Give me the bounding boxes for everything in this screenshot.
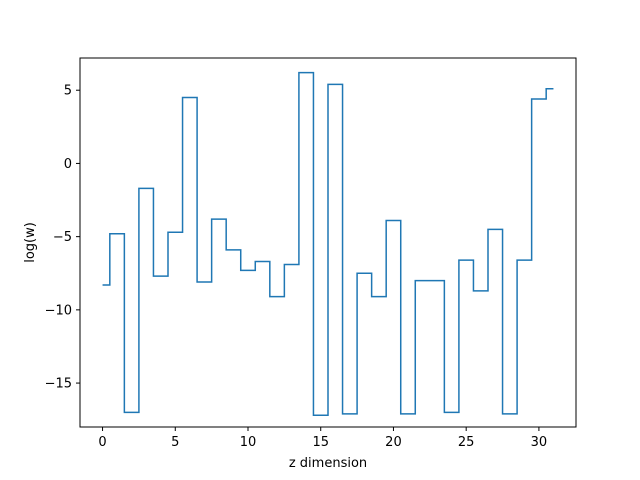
plot-area bbox=[102, 71, 554, 417]
x-tick-label: 5 bbox=[171, 435, 179, 450]
x-tick-label: 0 bbox=[98, 435, 106, 450]
x-axis-label: z dimension bbox=[289, 456, 367, 471]
y-tick-label: 5 bbox=[64, 84, 72, 99]
x-tick-label: 15 bbox=[312, 435, 329, 450]
y-tick-label: −5 bbox=[53, 230, 72, 245]
x-tick-label: 30 bbox=[531, 435, 548, 450]
x-tick-label: 25 bbox=[458, 435, 475, 450]
x-axis-ticks: 0 5 10 15 20 25 30 bbox=[98, 427, 547, 450]
x-tick-label: 10 bbox=[240, 435, 257, 450]
series-line bbox=[102, 71, 554, 417]
y-axis-ticks: −15 −10 −5 0 5 bbox=[45, 84, 80, 392]
y-axis-label: log(w) bbox=[23, 222, 38, 263]
y-tick-label: −10 bbox=[45, 303, 72, 318]
x-tick-label: 20 bbox=[385, 435, 402, 450]
axes-frame bbox=[79, 57, 577, 428]
y-tick-label: 0 bbox=[64, 157, 72, 172]
y-tick-label: −15 bbox=[45, 377, 72, 392]
